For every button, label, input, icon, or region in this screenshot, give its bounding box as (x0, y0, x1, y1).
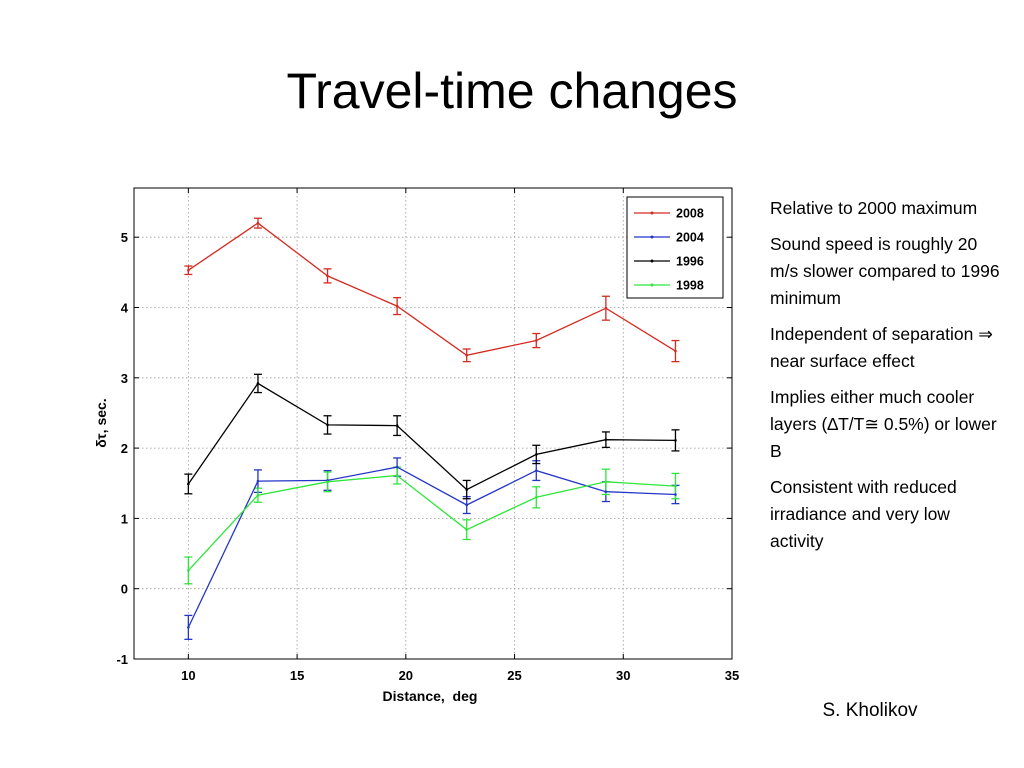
series-1996-point (604, 438, 608, 441)
series-1996-point (187, 482, 190, 486)
y-tick-label: 1 (121, 511, 128, 526)
series-1998-point (465, 528, 469, 531)
y-tick-label: 0 (121, 582, 128, 597)
series-1998-point (256, 493, 260, 497)
x-tick-label: 15 (290, 668, 304, 683)
y-tick-label: 2 (121, 441, 128, 456)
legend-2004-label: 2004 (676, 231, 704, 245)
x-tick-label: 30 (616, 668, 630, 683)
series-2008-point (187, 268, 190, 272)
x-tick-label: 35 (725, 668, 739, 683)
series-lines (187, 221, 677, 629)
series-2008-point (326, 274, 329, 278)
legend-2008-marker (650, 211, 654, 215)
series-2004-point (395, 465, 399, 469)
legend: 2008 2004 1996 1998 (626, 196, 724, 299)
series-1998-point (395, 474, 399, 477)
y-tick-label: 4 (121, 301, 129, 316)
author-credit: S. Kholikov (822, 700, 918, 721)
series-1998-point (187, 569, 190, 572)
series-2004-point (465, 503, 469, 507)
series-1996-point (256, 382, 260, 385)
y-tick-label: 5 (121, 230, 128, 245)
series-2008-point (395, 304, 399, 308)
series-1996-point (465, 488, 469, 491)
y-tick-label: -1 (116, 652, 128, 667)
legend-1996-label: 1996 (676, 255, 704, 269)
axis-ticks: 10 15 20 25 30 35 -1 0 1 2 3 4 5 (116, 188, 739, 683)
series-2004-line (187, 466, 676, 628)
series-2004-point (604, 490, 608, 493)
legend-1998-marker (650, 283, 654, 287)
series-1996-point (674, 439, 677, 442)
x-tick-label: 20 (399, 668, 413, 683)
series-1996-point (326, 423, 329, 427)
series-1996-line (187, 382, 676, 491)
plot-frame (133, 187, 733, 660)
bullet-list: Relative to 2000 maximum Sound speed is … (770, 195, 1005, 564)
series-1998-point (534, 496, 538, 499)
x-axis-title: Distance, deg (383, 688, 478, 704)
series-2008-point (256, 221, 260, 225)
series-1998-point (326, 480, 329, 484)
series-2008-point (604, 306, 608, 310)
legend-box (626, 196, 724, 299)
x-tick-label: 25 (507, 668, 521, 683)
bullet-item: Independent of separation ⇒ near surface… (770, 324, 993, 371)
series-2004-point (187, 626, 190, 629)
series-2008-line (188, 222, 676, 356)
bullet-item: Consistent with reduced irradiance and v… (770, 477, 957, 551)
series-2004-point (674, 493, 677, 496)
series-2004-point (534, 469, 538, 472)
bullet-item: Implies either much cooler layers (∆T/T≅… (770, 387, 997, 461)
series-2008-point (534, 339, 538, 342)
series-1998-point (604, 480, 608, 484)
series-1996-point (395, 424, 399, 427)
legend-2008-label: 2008 (676, 207, 704, 221)
bullet-item: Relative to 2000 maximum (770, 198, 978, 218)
slide-title: Travel-time changes (286, 63, 738, 119)
legend-1996-marker (650, 259, 654, 263)
series-2008-point (674, 349, 677, 353)
error-bars (184, 217, 680, 640)
x-tick-label: 10 (181, 668, 195, 683)
y-axis-title: δτ, sec. (93, 398, 109, 447)
series-1996-point (534, 453, 538, 456)
y-tick-label: 3 (121, 371, 128, 386)
series-1998-line (187, 474, 676, 571)
series-2008-point (465, 354, 469, 357)
series-2004-point (256, 479, 260, 483)
legend-1998-label: 1998 (676, 279, 704, 293)
bullet-item: Sound speed is roughly 20 m/s slower com… (770, 234, 1000, 308)
series-1998-point (674, 484, 677, 488)
legend-2004-marker (650, 235, 654, 239)
